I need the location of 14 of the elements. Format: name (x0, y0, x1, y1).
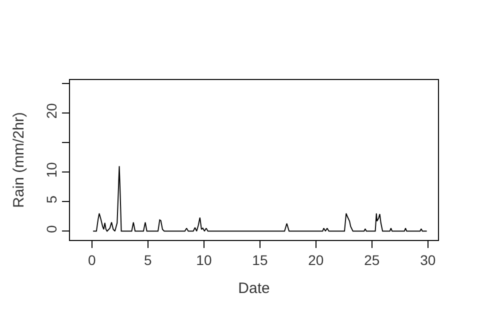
x-tick-label: 30 (420, 252, 436, 268)
x-tick-label: 20 (308, 252, 324, 268)
x-tick-label: 0 (88, 252, 96, 268)
line-series (92, 166, 428, 232)
y-tick-label: 20 (43, 102, 60, 119)
x-tick-label: 5 (144, 252, 152, 268)
y-axis-title: Rain (mm/2hr) (10, 112, 28, 208)
x-tick-label: 15 (252, 252, 268, 268)
x-tick-label: 10 (196, 252, 212, 268)
x-axis-title: Date (238, 280, 270, 297)
y-tick-label: 0 (43, 224, 60, 233)
y-tick-label: 5 (43, 195, 60, 204)
y-tick-label: 10 (43, 162, 60, 178)
x-tick-label: 25 (364, 252, 380, 268)
